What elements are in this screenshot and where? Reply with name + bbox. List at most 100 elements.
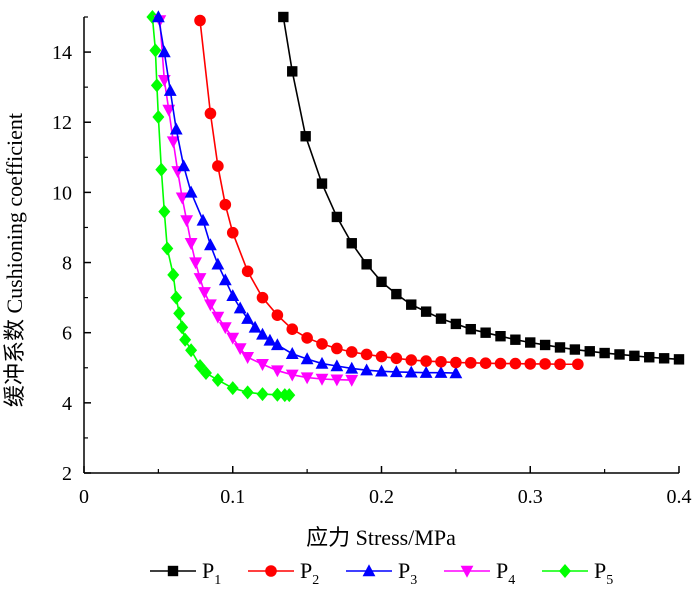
series-P1 — [278, 11, 685, 365]
y-tick-label: 8 — [62, 253, 72, 275]
data-point-P2 — [405, 354, 418, 366]
data-point-P1 — [599, 347, 610, 359]
data-point-P2 — [226, 226, 239, 239]
legend-item-P1: P1 — [150, 558, 221, 588]
x-axis-title: 应力 Stress/MPa — [306, 525, 456, 550]
data-point-P5 — [152, 109, 165, 124]
data-point-P1 — [435, 313, 447, 324]
data-point-P2 — [420, 355, 432, 367]
data-point-P1 — [525, 337, 536, 348]
data-point-P1 — [673, 354, 685, 365]
x-tick-label: 0.4 — [667, 486, 692, 508]
data-point-P3 — [169, 122, 183, 135]
data-point-P4 — [233, 343, 247, 356]
data-point-P5 — [158, 204, 171, 219]
data-point-P2 — [524, 358, 537, 370]
data-point-P5 — [271, 387, 284, 402]
series-line-P2 — [199, 20, 578, 366]
data-point-P1 — [554, 342, 566, 353]
data-point-P5 — [211, 373, 224, 388]
data-point-P2 — [450, 356, 462, 369]
data-point-P5 — [150, 78, 163, 93]
data-point-P5 — [179, 332, 192, 347]
series-line-P1 — [282, 16, 680, 361]
data-point-P4 — [180, 215, 194, 228]
data-point-P2 — [286, 323, 299, 335]
data-point-P1 — [450, 318, 462, 330]
series-P2 — [194, 14, 584, 371]
data-point-P3 — [248, 320, 262, 333]
data-point-P5 — [155, 162, 168, 177]
data-point-P1 — [420, 306, 432, 317]
legend-item-P2: P2 — [248, 558, 319, 588]
data-point-P4 — [345, 374, 359, 387]
data-point-P2 — [360, 348, 373, 361]
data-point-P3 — [285, 347, 299, 359]
legend-label: P1 — [202, 558, 221, 588]
data-point-P4 — [330, 374, 344, 387]
data-point-P1 — [391, 288, 402, 300]
axes: 0 0.1 0.2 0.3 0.4 2 4 6 8 10 12 14 — [52, 16, 692, 508]
data-point-P4 — [166, 136, 180, 149]
y-tick-label: 2 — [62, 463, 72, 485]
data-point-P3 — [177, 159, 191, 172]
data-point-P1 — [287, 66, 298, 77]
data-point-P3 — [270, 338, 284, 351]
data-point-P5 — [199, 366, 212, 381]
data-point-P5 — [176, 320, 189, 335]
data-point-P2 — [204, 107, 217, 120]
data-point-P1 — [658, 353, 670, 364]
legend-label: P4 — [496, 558, 515, 588]
data-point-P4 — [184, 238, 198, 250]
data-point-P2 — [479, 357, 492, 370]
series-P3 — [151, 10, 463, 379]
data-point-P1 — [629, 350, 640, 362]
data-point-P1 — [584, 346, 595, 357]
y-tick-label: 4 — [62, 393, 72, 415]
data-point-P1 — [510, 334, 521, 345]
legend-marker — [265, 565, 277, 577]
data-point-P3 — [241, 311, 255, 324]
x-tick-label: 0.2 — [369, 486, 394, 508]
legend-item-P5: P5 — [542, 558, 613, 588]
data-point-P5 — [161, 241, 174, 256]
data-point-P3 — [204, 238, 217, 251]
data-point-P2 — [256, 291, 269, 304]
data-point-P4 — [175, 192, 189, 205]
data-point-P2 — [539, 358, 551, 370]
series-P4 — [153, 15, 359, 387]
data-point-P1 — [644, 352, 655, 363]
data-point-P1 — [495, 331, 506, 342]
data-point-P4 — [189, 257, 202, 270]
data-point-P3 — [226, 289, 240, 302]
legend-item-P4: P4 — [444, 558, 515, 588]
data-point-P2 — [494, 357, 507, 370]
series-line-P3 — [157, 16, 456, 374]
data-point-P4 — [193, 273, 207, 286]
data-point-P4 — [315, 373, 329, 386]
data-point-P3 — [434, 365, 448, 378]
data-point-P2 — [464, 357, 477, 369]
legend-marker — [460, 565, 474, 578]
x-tick-label: 0.1 — [220, 486, 245, 508]
data-point-P4 — [198, 287, 211, 300]
data-point-P2 — [271, 309, 284, 321]
data-point-P3 — [404, 365, 418, 378]
data-point-P3 — [218, 273, 232, 286]
series-layer — [146, 10, 685, 403]
data-point-P1 — [300, 131, 311, 142]
data-point-P3 — [389, 365, 403, 378]
y-tick-label: 10 — [52, 182, 72, 204]
data-point-P3 — [196, 213, 210, 226]
y-axis-title: 缓冲系数 Cushioning coefficient — [2, 113, 27, 407]
data-point-P3 — [375, 364, 388, 377]
data-point-P3 — [449, 366, 463, 379]
data-point-P4 — [241, 352, 255, 364]
y-tick-label: 12 — [52, 112, 72, 134]
data-point-P4 — [162, 104, 176, 117]
series-line-P5 — [151, 16, 290, 396]
data-point-P4 — [285, 369, 299, 382]
legend-marker — [167, 565, 179, 577]
data-point-P3 — [211, 257, 225, 270]
